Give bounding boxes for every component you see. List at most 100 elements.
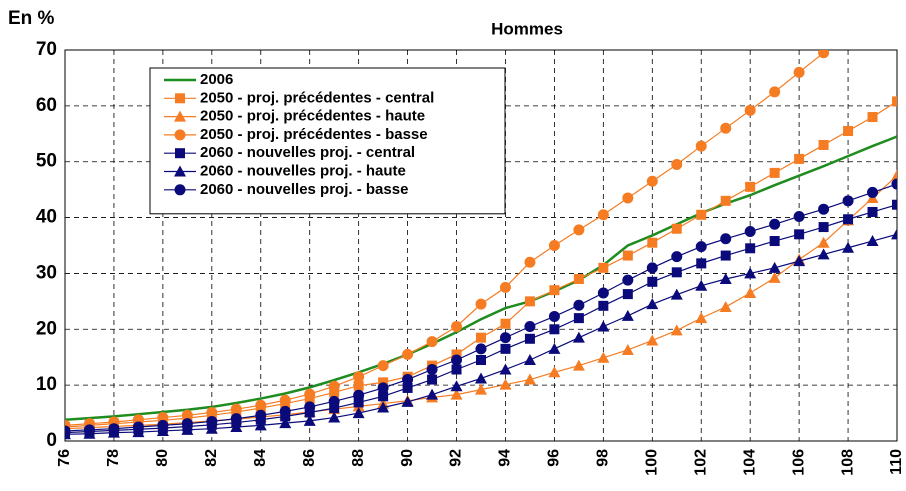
marker xyxy=(254,419,267,431)
marker xyxy=(427,374,438,385)
marker xyxy=(206,415,218,427)
marker xyxy=(548,342,561,354)
marker xyxy=(597,209,609,221)
marker xyxy=(426,364,438,376)
marker xyxy=(450,388,463,400)
marker xyxy=(475,372,487,384)
marker xyxy=(793,255,806,267)
marker xyxy=(378,377,389,388)
marker xyxy=(622,192,634,204)
x-tick-label: 96 xyxy=(546,449,563,467)
legend-marker xyxy=(174,165,186,177)
legend-marker xyxy=(174,184,186,196)
marker xyxy=(843,214,854,225)
marker xyxy=(353,397,364,408)
legend-label: 2050 - proj. précédentes - basse xyxy=(200,126,428,143)
marker xyxy=(329,403,340,414)
marker xyxy=(548,240,560,251)
marker xyxy=(230,421,243,433)
marker xyxy=(499,281,511,293)
marker xyxy=(523,354,536,366)
marker xyxy=(157,419,169,431)
marker xyxy=(818,203,830,215)
legend-marker xyxy=(175,148,185,159)
marker xyxy=(867,206,878,217)
marker xyxy=(744,226,756,238)
marker xyxy=(671,267,682,278)
marker xyxy=(719,300,732,312)
x-tick-label: 102 xyxy=(692,449,709,476)
marker xyxy=(304,388,316,400)
x-tick-label: 80 xyxy=(154,449,171,467)
marker xyxy=(818,50,830,59)
marker xyxy=(426,336,438,348)
marker xyxy=(695,241,707,253)
marker xyxy=(500,318,511,329)
legend-label: 2050 - proj. précédentes - haute xyxy=(200,108,425,125)
marker xyxy=(842,195,854,207)
marker xyxy=(255,409,267,421)
marker xyxy=(402,348,414,360)
marker xyxy=(548,366,561,378)
x-tick-label: 100 xyxy=(644,449,661,476)
marker xyxy=(671,223,682,234)
marker xyxy=(695,140,707,152)
x-tick-label: 76 xyxy=(56,449,73,467)
x-tick-label: 88 xyxy=(350,449,367,467)
marker xyxy=(745,243,756,254)
marker xyxy=(720,233,732,245)
marker xyxy=(671,251,683,263)
marker xyxy=(255,399,267,411)
marker xyxy=(279,405,291,417)
y-tick-label: 60 xyxy=(36,95,57,116)
marker xyxy=(621,309,634,321)
marker xyxy=(499,363,512,375)
marker xyxy=(769,86,781,98)
legend-label: 2060 - nouvelles proj. - central xyxy=(200,144,415,161)
y-tick-label: 0 xyxy=(46,430,57,451)
marker xyxy=(598,300,609,311)
marker xyxy=(720,250,731,261)
marker xyxy=(303,414,316,426)
plot-frame xyxy=(64,49,898,442)
legend-label: 2060 - nouvelles proj. - haute xyxy=(200,162,406,179)
y-tick-label: 20 xyxy=(36,318,57,339)
y-tick-label: 70 xyxy=(36,39,57,60)
x-tick-label: 108 xyxy=(839,449,856,476)
marker xyxy=(818,222,829,233)
marker xyxy=(451,354,463,366)
marker xyxy=(768,271,781,283)
y-axis-label: En % xyxy=(8,8,55,29)
marker xyxy=(377,382,389,394)
marker xyxy=(817,236,830,248)
marker xyxy=(647,276,658,287)
marker xyxy=(769,218,781,230)
marker xyxy=(744,286,757,298)
marker xyxy=(65,425,71,437)
marker xyxy=(524,333,535,344)
marker xyxy=(475,298,487,310)
marker xyxy=(597,351,610,363)
marker xyxy=(573,313,584,324)
marker xyxy=(524,296,535,307)
marker xyxy=(572,359,585,371)
marker xyxy=(205,422,218,434)
marker xyxy=(450,380,463,392)
marker xyxy=(426,388,439,400)
series-line xyxy=(65,135,897,422)
marker xyxy=(622,250,633,261)
marker xyxy=(647,237,658,248)
marker xyxy=(622,274,634,286)
plot-area xyxy=(65,50,897,440)
marker xyxy=(549,285,560,296)
legend-marker xyxy=(175,93,185,104)
chart-title: Hommes xyxy=(491,19,563,38)
marker xyxy=(451,349,462,360)
x-tick-label: 86 xyxy=(301,449,318,467)
x-tick-label: 104 xyxy=(741,449,758,476)
marker xyxy=(597,320,610,332)
legend-marker xyxy=(174,110,186,122)
marker xyxy=(524,320,536,332)
marker xyxy=(524,256,536,268)
